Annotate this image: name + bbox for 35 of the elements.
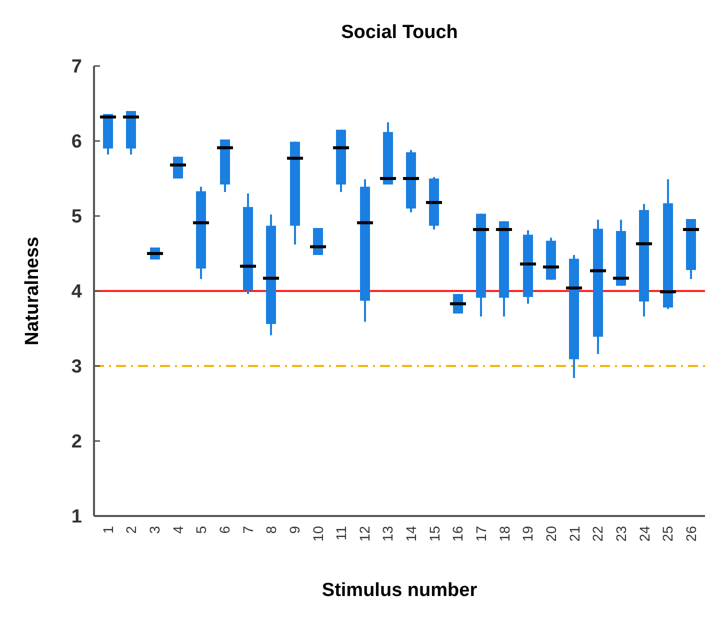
x-tick-label: 12 xyxy=(356,526,372,542)
x-tick-label: 15 xyxy=(426,526,442,542)
chart-title: Social Touch xyxy=(341,22,458,43)
x-tick-label: 23 xyxy=(612,526,629,542)
x-tick-label: 16 xyxy=(450,526,466,542)
x-tick-label: 25 xyxy=(660,526,676,542)
x-tick-label: 13 xyxy=(380,526,396,542)
x-tick-label: 26 xyxy=(682,526,699,542)
y-tick-label: 5 xyxy=(71,206,82,228)
x-tick-label: 10 xyxy=(310,526,326,542)
x-tick-label: 24 xyxy=(636,526,652,542)
x-tick-label: 9 xyxy=(286,526,302,534)
x-tick-label: 11 xyxy=(333,526,350,541)
x-tick-label: 8 xyxy=(263,526,280,534)
x-tick-label: 19 xyxy=(520,526,536,542)
x-tick-label: 6 xyxy=(216,526,232,534)
x-tick-label: 21 xyxy=(566,526,582,542)
x-tick-label: 14 xyxy=(403,526,420,542)
x-tick-label: 3 xyxy=(146,526,163,534)
y-tick-label: 2 xyxy=(71,432,82,453)
y-tick-label: 4 xyxy=(71,282,82,303)
x-tick-label: 22 xyxy=(590,526,606,542)
y-tick-label: 6 xyxy=(71,132,82,153)
x-tick-label: 1 xyxy=(100,526,116,534)
x-tick-label: 18 xyxy=(496,526,512,542)
x-tick-label: 20 xyxy=(542,526,559,542)
y-tick-label: 3 xyxy=(71,356,82,378)
y-axis-title: Naturalness xyxy=(22,236,43,346)
x-tick-label: 4 xyxy=(170,526,186,534)
x-tick-label: 2 xyxy=(123,526,140,534)
y-tick-label: 7 xyxy=(71,56,82,78)
x-tick-label: 5 xyxy=(193,526,210,534)
x-tick-label: 17 xyxy=(473,526,490,542)
x-tick-label: 7 xyxy=(240,526,256,534)
x-axis-title: Stimulus number xyxy=(322,580,478,601)
